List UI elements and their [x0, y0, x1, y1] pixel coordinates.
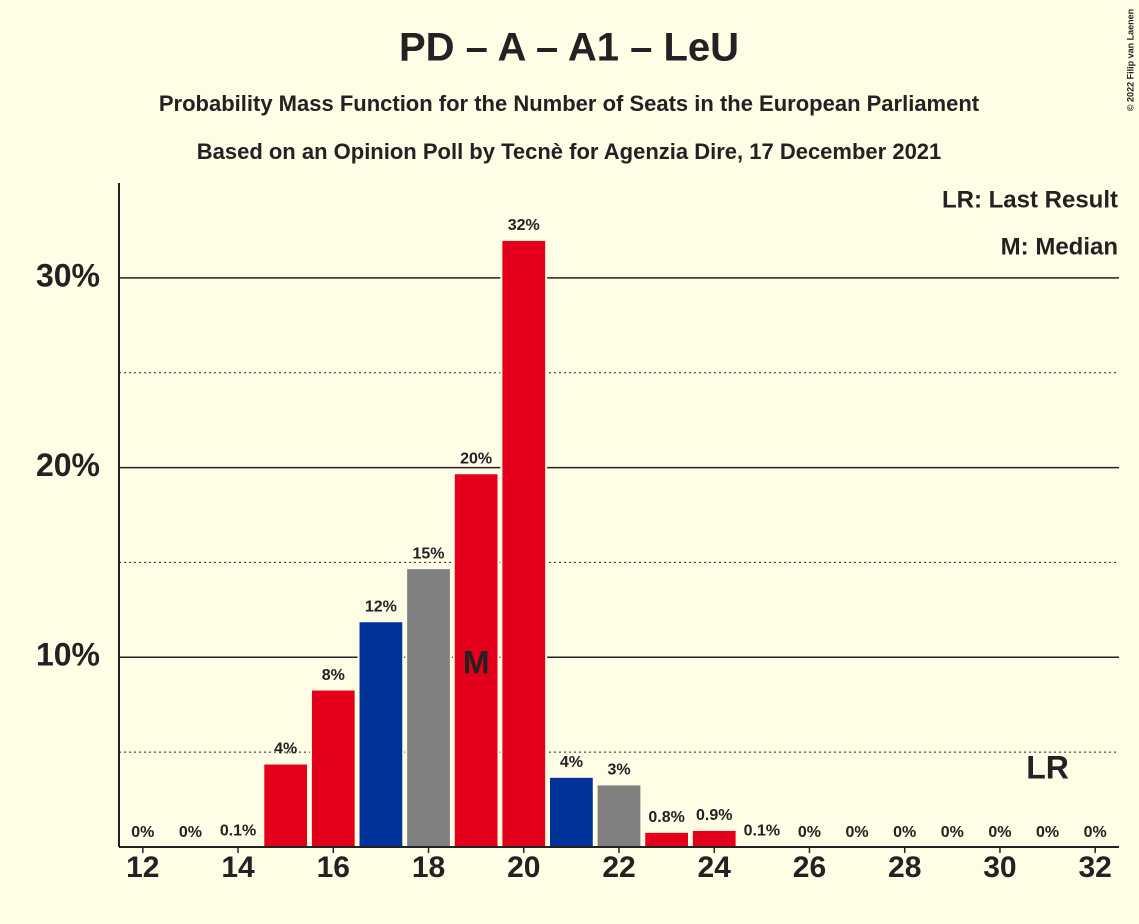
- value-label: 0%: [941, 824, 964, 841]
- x-tick-label: 22: [602, 851, 635, 884]
- value-label: 0%: [893, 824, 916, 841]
- x-tick-label: 16: [317, 851, 350, 884]
- annotation: LR: [1026, 749, 1069, 785]
- bar: [309, 688, 357, 849]
- value-label: 0.1%: [744, 822, 780, 839]
- value-label: 4%: [274, 741, 297, 758]
- bar: [548, 775, 595, 849]
- chart-title: PD – A – A1 – LeU: [399, 26, 739, 70]
- legend-entry: LR: Last Result: [942, 186, 1118, 213]
- chart-subtitle: Based on an Opinion Poll by Tecnè for Ag…: [197, 139, 942, 164]
- value-label: 0.1%: [220, 822, 256, 839]
- value-label: 4%: [560, 754, 583, 771]
- bar: [357, 620, 405, 848]
- value-label: 3%: [607, 762, 630, 779]
- value-label: 0%: [131, 824, 154, 841]
- value-label: 0.8%: [648, 809, 684, 826]
- x-tick-label: 30: [983, 851, 1016, 884]
- x-tick-label: 12: [126, 851, 159, 884]
- x-tick-label: 24: [698, 851, 732, 884]
- y-tick-label: 30%: [36, 257, 100, 293]
- x-tick-label: 26: [793, 851, 826, 884]
- x-tick-label: 14: [221, 851, 255, 884]
- y-tick-label: 10%: [36, 637, 100, 673]
- value-label: 0%: [179, 824, 202, 841]
- chart-subtitle: Probability Mass Function for the Number…: [159, 91, 980, 116]
- bar: [643, 830, 691, 849]
- bar: [595, 783, 643, 848]
- value-label: 0%: [1036, 824, 1059, 841]
- x-tick-label: 20: [507, 851, 540, 884]
- value-label: 12%: [365, 598, 397, 615]
- value-label: 15%: [413, 545, 445, 562]
- value-label: 8%: [322, 667, 345, 684]
- value-label: 0%: [798, 824, 821, 841]
- x-tick-label: 28: [888, 851, 921, 884]
- x-tick-label: 18: [412, 851, 445, 884]
- value-label: 20%: [460, 450, 492, 467]
- value-label: 32%: [508, 217, 540, 234]
- x-tick-label: 32: [1079, 851, 1112, 884]
- bar: [405, 567, 452, 848]
- y-tick-label: 20%: [36, 447, 100, 483]
- bar: [262, 762, 310, 848]
- value-label: 0%: [1084, 824, 1107, 841]
- legend-entry: M: Median: [1001, 233, 1118, 260]
- bar: [690, 828, 738, 849]
- bar: [500, 238, 548, 848]
- annotation: M: [463, 644, 490, 680]
- copyright: © 2022 Filip van Laenen: [1125, 9, 1135, 111]
- value-label: 0%: [988, 824, 1011, 841]
- value-label: 0%: [846, 824, 869, 841]
- value-label: 0.9%: [696, 807, 732, 824]
